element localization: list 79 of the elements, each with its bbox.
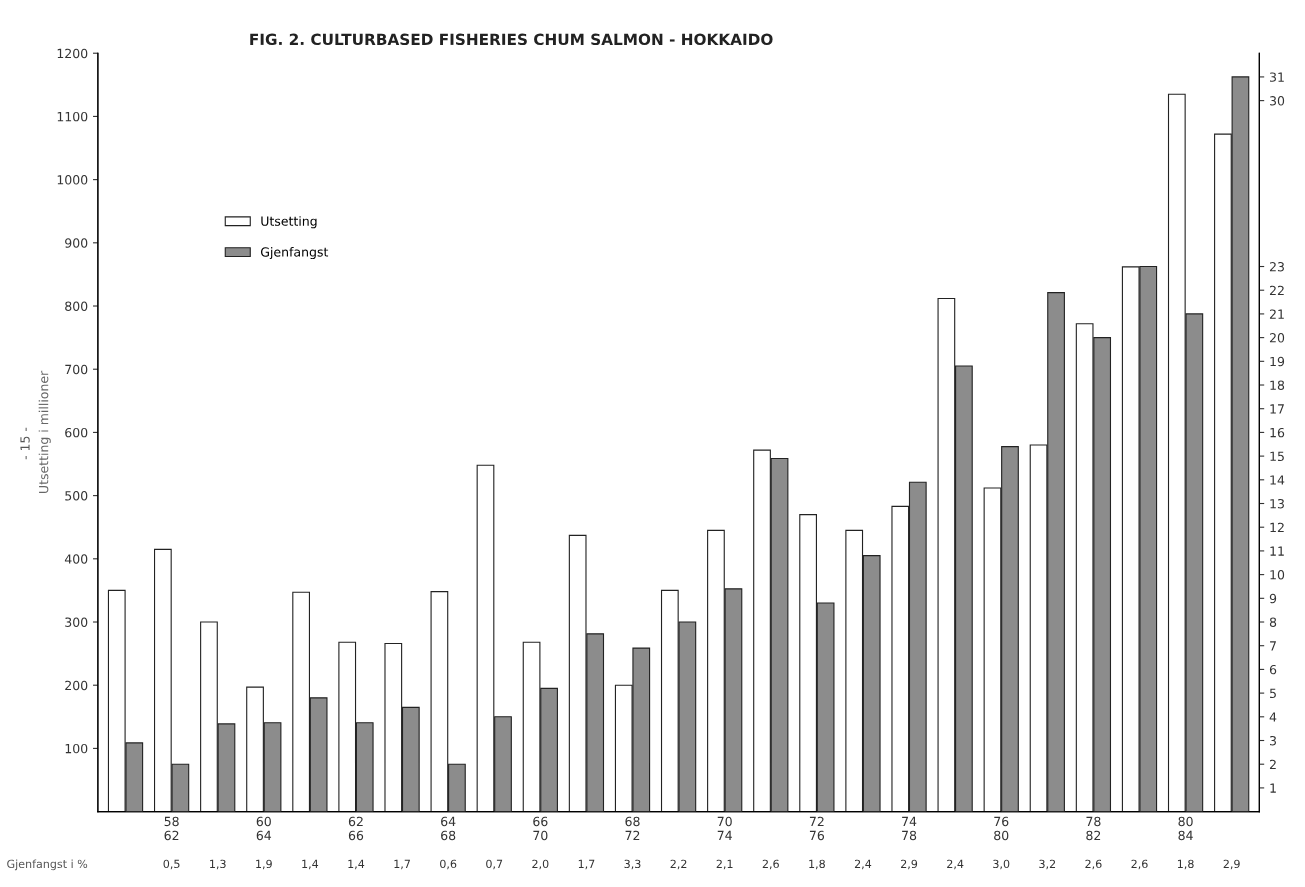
x-tick-label: 80 84 xyxy=(1178,816,1193,841)
text: 2,1 xyxy=(716,859,733,870)
x-tick-label: 58 62 xyxy=(164,816,179,841)
x-tick-label: 78 82 xyxy=(1086,816,1101,841)
y-tick-label: 1000 xyxy=(57,175,88,185)
y2-tick-label: 12 xyxy=(1270,522,1284,532)
y-tick-label: 1200 xyxy=(57,48,88,59)
text: 2,6 xyxy=(1131,859,1148,870)
y-tick-label: 800 xyxy=(65,301,88,311)
y-tick-label: 700 xyxy=(65,364,88,375)
text: 2,0 xyxy=(532,859,549,870)
x-tick-label: 64 68 xyxy=(441,816,456,841)
y2-tick-label: 21 xyxy=(1269,309,1284,319)
y-tick-label: 500 xyxy=(65,491,88,501)
text: 0,7 xyxy=(486,859,503,870)
y2-tick-label: 8 xyxy=(1269,617,1277,627)
text: 2,2 xyxy=(670,859,687,870)
y2-tick-label: 17 xyxy=(1270,404,1284,414)
y2-tick-label: 22 xyxy=(1269,285,1284,295)
y2-tick-label: 30 xyxy=(1270,96,1285,106)
text: 1,9 xyxy=(256,859,272,870)
y2-tick-label: 15 xyxy=(1270,451,1284,462)
y2-tick-label: 23 xyxy=(1269,261,1284,272)
y2-tick-label: 4 xyxy=(1269,712,1277,722)
text: 3,0 xyxy=(993,859,1010,870)
text: 1,3 xyxy=(210,859,226,870)
text: 0,5 xyxy=(163,859,180,870)
y-tick-label: 600 xyxy=(65,427,88,438)
y2-tick-label: 9 xyxy=(1269,593,1277,604)
text: 2,6 xyxy=(1085,859,1102,870)
text: 3,2 xyxy=(1039,859,1056,870)
x-tick-label: 74 78 xyxy=(902,816,917,841)
x-tick-label: 76 80 xyxy=(994,816,1009,841)
chart-title: FIG. 2. CULTURBASED FISHERIES CHUM SALMON - HOKKAIDO xyxy=(250,33,773,46)
y-tick-label: 300 xyxy=(65,617,88,627)
text: 1,8 xyxy=(809,859,825,870)
text: 2,4 xyxy=(947,859,964,870)
text: 1,4 xyxy=(348,859,365,870)
x-tick-label: 70 74 xyxy=(717,816,732,840)
y2-tick-label: 5 xyxy=(1270,688,1276,699)
x-tick-label: 62 66 xyxy=(348,816,364,841)
text: 1,8 xyxy=(1177,859,1194,870)
text: 2,9 xyxy=(1223,859,1240,870)
y2-tick-label: 19 xyxy=(1270,356,1285,367)
text: Gjenfangst i % xyxy=(7,859,88,871)
y-tick-label: 900 xyxy=(65,238,88,248)
y2-tick-label: 2 xyxy=(1269,759,1276,769)
y2-tick-label: 16 xyxy=(1270,427,1285,438)
y2-tick-label: 14 xyxy=(1270,475,1285,485)
x-tick-label: 66 70 xyxy=(533,816,548,841)
legend-label: Gjenfangst xyxy=(260,246,329,260)
text: 2,4 xyxy=(854,859,872,870)
y2-tick-label: 31 xyxy=(1270,72,1284,82)
y-axis-title: Utsetting i millioner xyxy=(38,370,51,493)
y2-tick-label: 6 xyxy=(1269,664,1277,675)
legend-label: Utsetting xyxy=(261,216,317,229)
text: 1,7 xyxy=(394,859,410,870)
y2-tick-label: 10 xyxy=(1270,570,1285,580)
y2-tick-label: 7 xyxy=(1270,641,1276,651)
text: 2,9 xyxy=(901,859,918,870)
x-tick-label: 60 64 xyxy=(256,816,272,841)
x-tick-label: 68 72 xyxy=(625,816,640,840)
text: 1,7 xyxy=(578,859,595,870)
y-tick-label: 100 xyxy=(65,743,88,754)
text: - 15 - xyxy=(20,427,30,460)
y2-tick-label: 11 xyxy=(1270,546,1284,556)
y2-tick-label: 3 xyxy=(1270,735,1276,746)
x-tick-label: 72 76 xyxy=(809,816,825,841)
text: 1,4 xyxy=(302,859,319,870)
y2-tick-label: 20 xyxy=(1269,333,1285,343)
y-tick-label: 1100 xyxy=(57,111,88,122)
text: 0,6 xyxy=(440,859,457,870)
text: 3,3 xyxy=(624,859,641,870)
y2-tick-label: 13 xyxy=(1270,498,1284,509)
y2-tick-label: 1 xyxy=(1270,783,1276,793)
y-tick-label: 200 xyxy=(65,680,88,691)
y2-tick-label: 18 xyxy=(1270,380,1285,390)
text: 2,6 xyxy=(762,859,779,870)
y-tick-label: 400 xyxy=(64,554,88,564)
